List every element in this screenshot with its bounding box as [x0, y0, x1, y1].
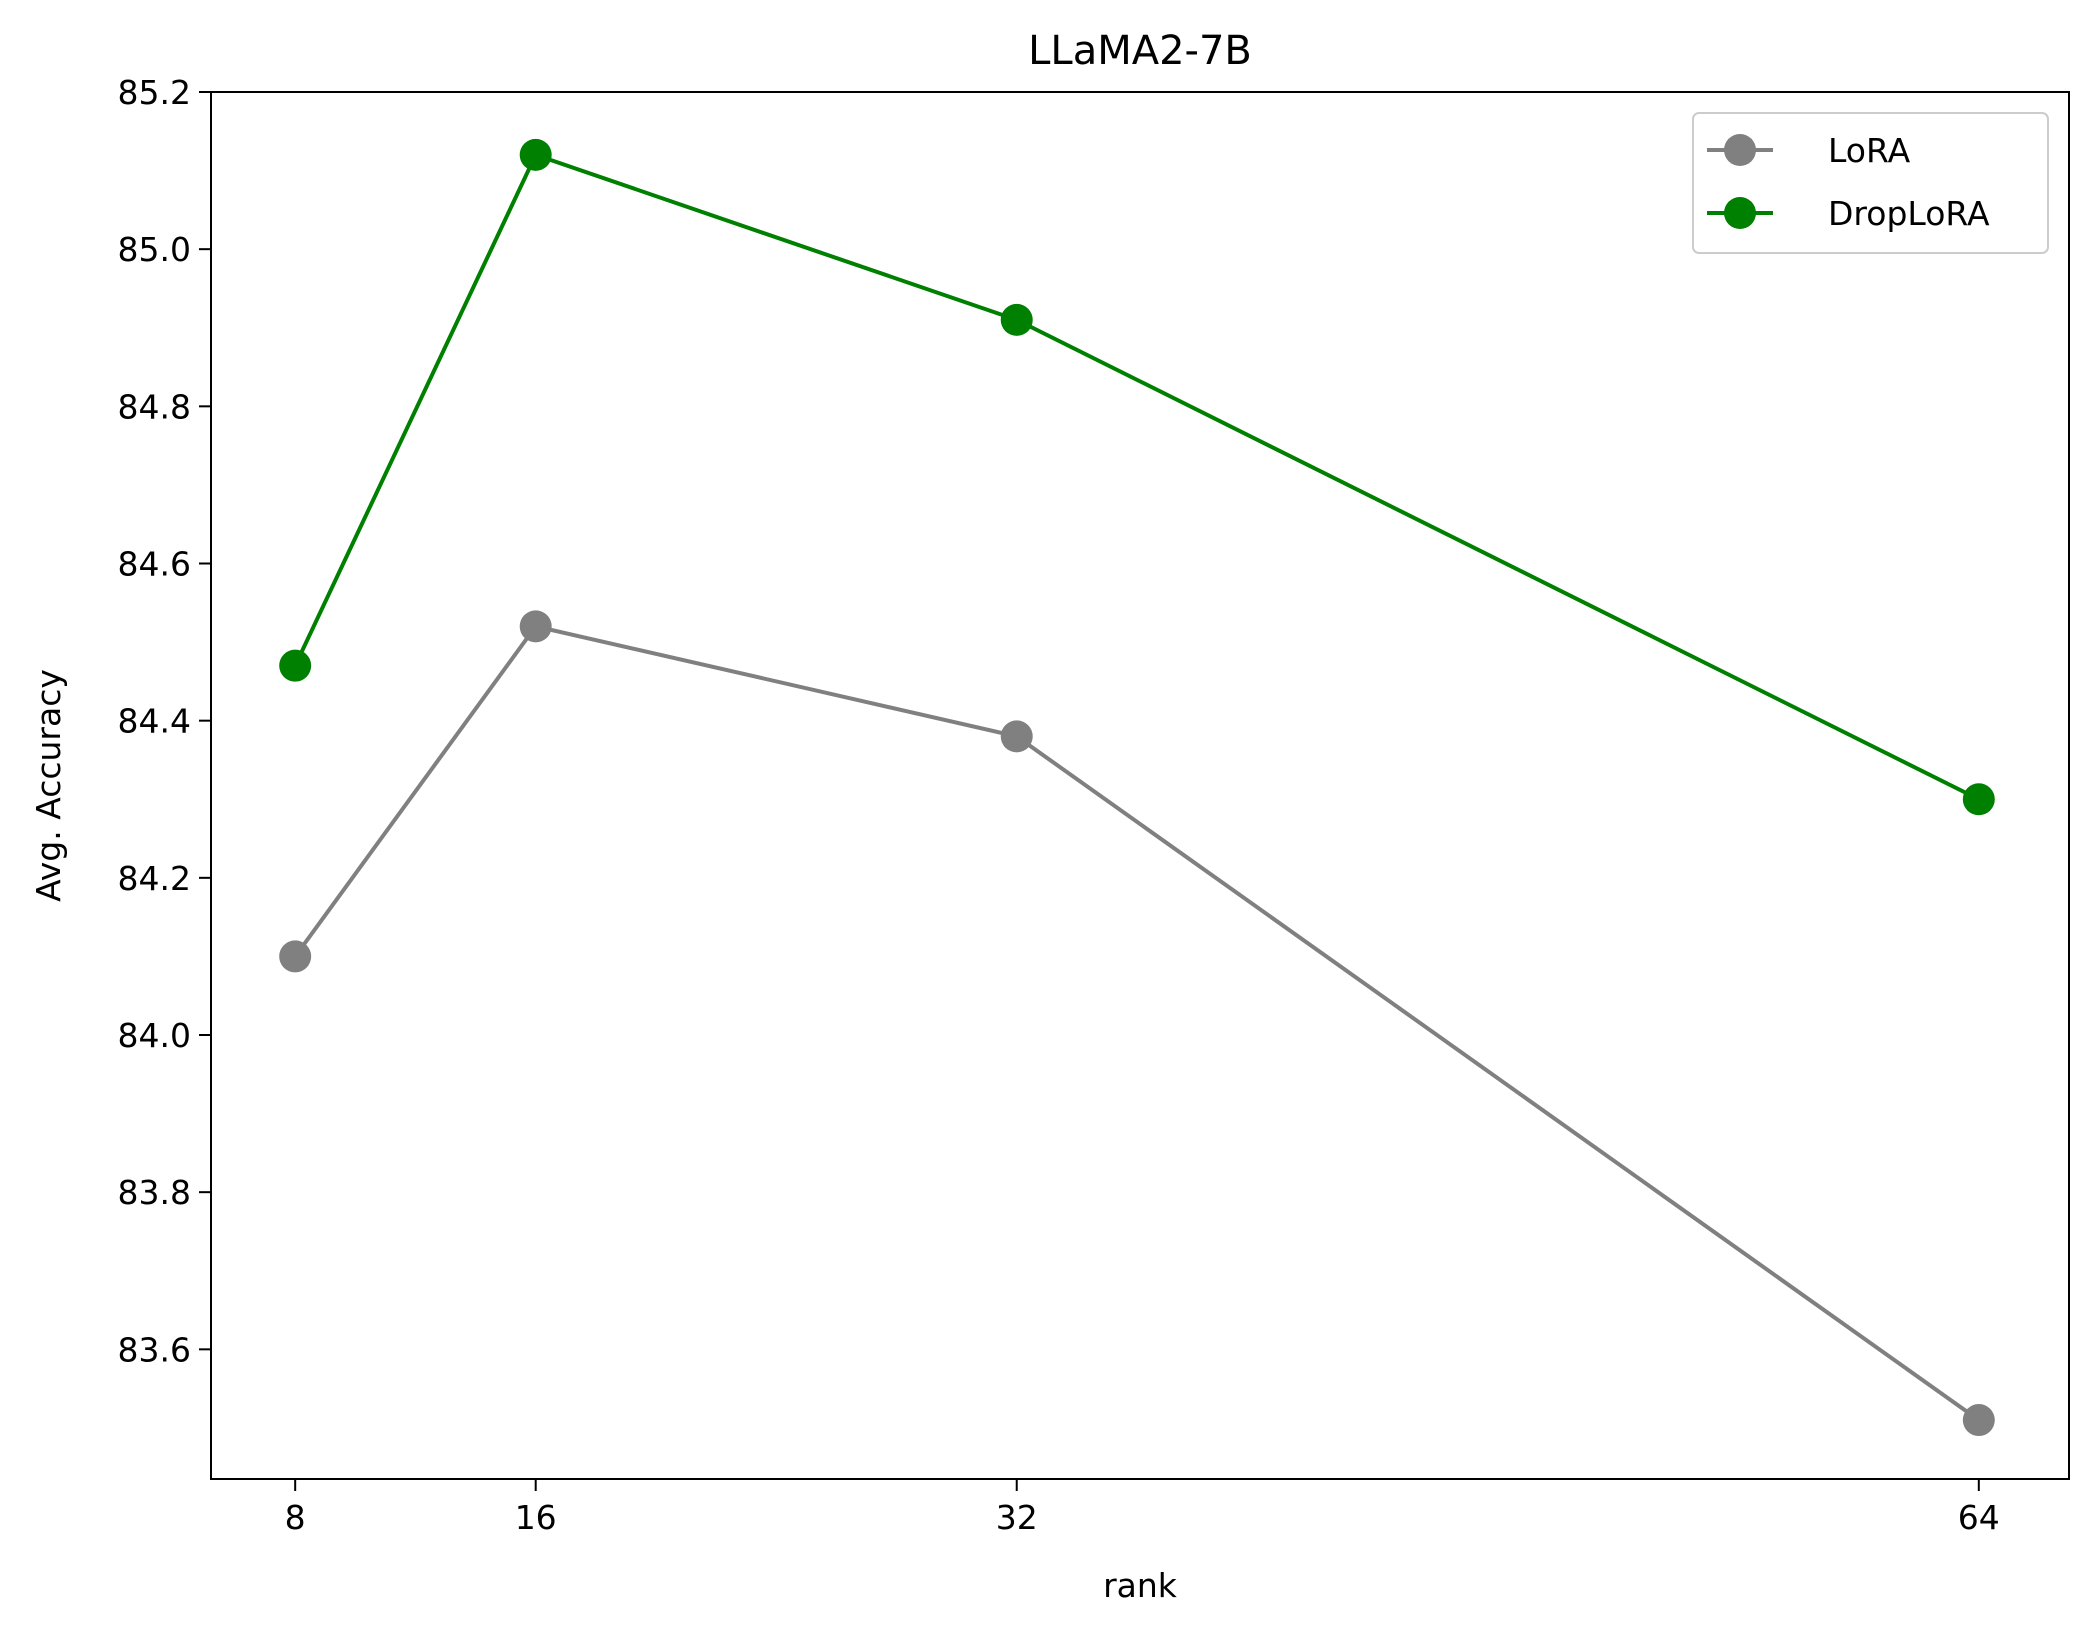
- data-point-droplora: [1962, 783, 1995, 816]
- x-tick-label: 64: [1958, 1498, 2000, 1537]
- x-axis-ticks: 8 16 32 64: [285, 1479, 2000, 1537]
- data-point-droplora: [279, 649, 312, 682]
- plot-frame: [210, 91, 2070, 1480]
- data-point-droplora: [519, 138, 552, 171]
- legend-box: [1692, 112, 2049, 254]
- y-tick-label: 84.4: [118, 702, 191, 741]
- legend-marker-droplora: [1724, 197, 1756, 229]
- legend-marker-lora: [1724, 134, 1756, 166]
- data-point-lora: [1962, 1404, 1995, 1437]
- y-tick-label: 84.8: [118, 387, 191, 426]
- data-point-lora: [279, 940, 312, 973]
- series-line-droplora: [293, 152, 1980, 802]
- legend: LoRA DropLoRA: [1692, 112, 2049, 254]
- data-point-lora: [1000, 720, 1033, 753]
- x-axis-title: rank: [1103, 1566, 1178, 1605]
- x-tick-label: 32: [996, 1498, 1038, 1537]
- legend-label-lora: LoRA: [1828, 131, 1911, 170]
- y-tick-label: 85.2: [118, 73, 191, 112]
- y-tick-label: 84.2: [118, 859, 191, 898]
- y-axis-ticks: 83.6 83.8 84.0 84.2 84.4 84.6 84.8 85.0 85.2: [118, 73, 211, 1369]
- data-point-droplora: [1000, 303, 1033, 336]
- legend-label-droplora: DropLoRA: [1828, 194, 1990, 233]
- y-tick-label: 85.0: [118, 230, 191, 269]
- data-point-lora: [519, 610, 552, 643]
- y-tick-label: 83.8: [118, 1173, 191, 1212]
- x-tick-label: 16: [515, 1498, 557, 1537]
- series-line-lora: [293, 624, 1980, 1422]
- y-tick-label: 84.0: [118, 1016, 191, 1055]
- chart-title: LLaMA2-7B: [1028, 28, 1252, 74]
- y-axis-title: Avg. Accuracy: [29, 669, 68, 902]
- y-tick-label: 83.6: [118, 1330, 191, 1369]
- series-layer: [279, 138, 1995, 1437]
- y-tick-label: 84.6: [118, 545, 191, 584]
- x-tick-label: 8: [285, 1498, 306, 1537]
